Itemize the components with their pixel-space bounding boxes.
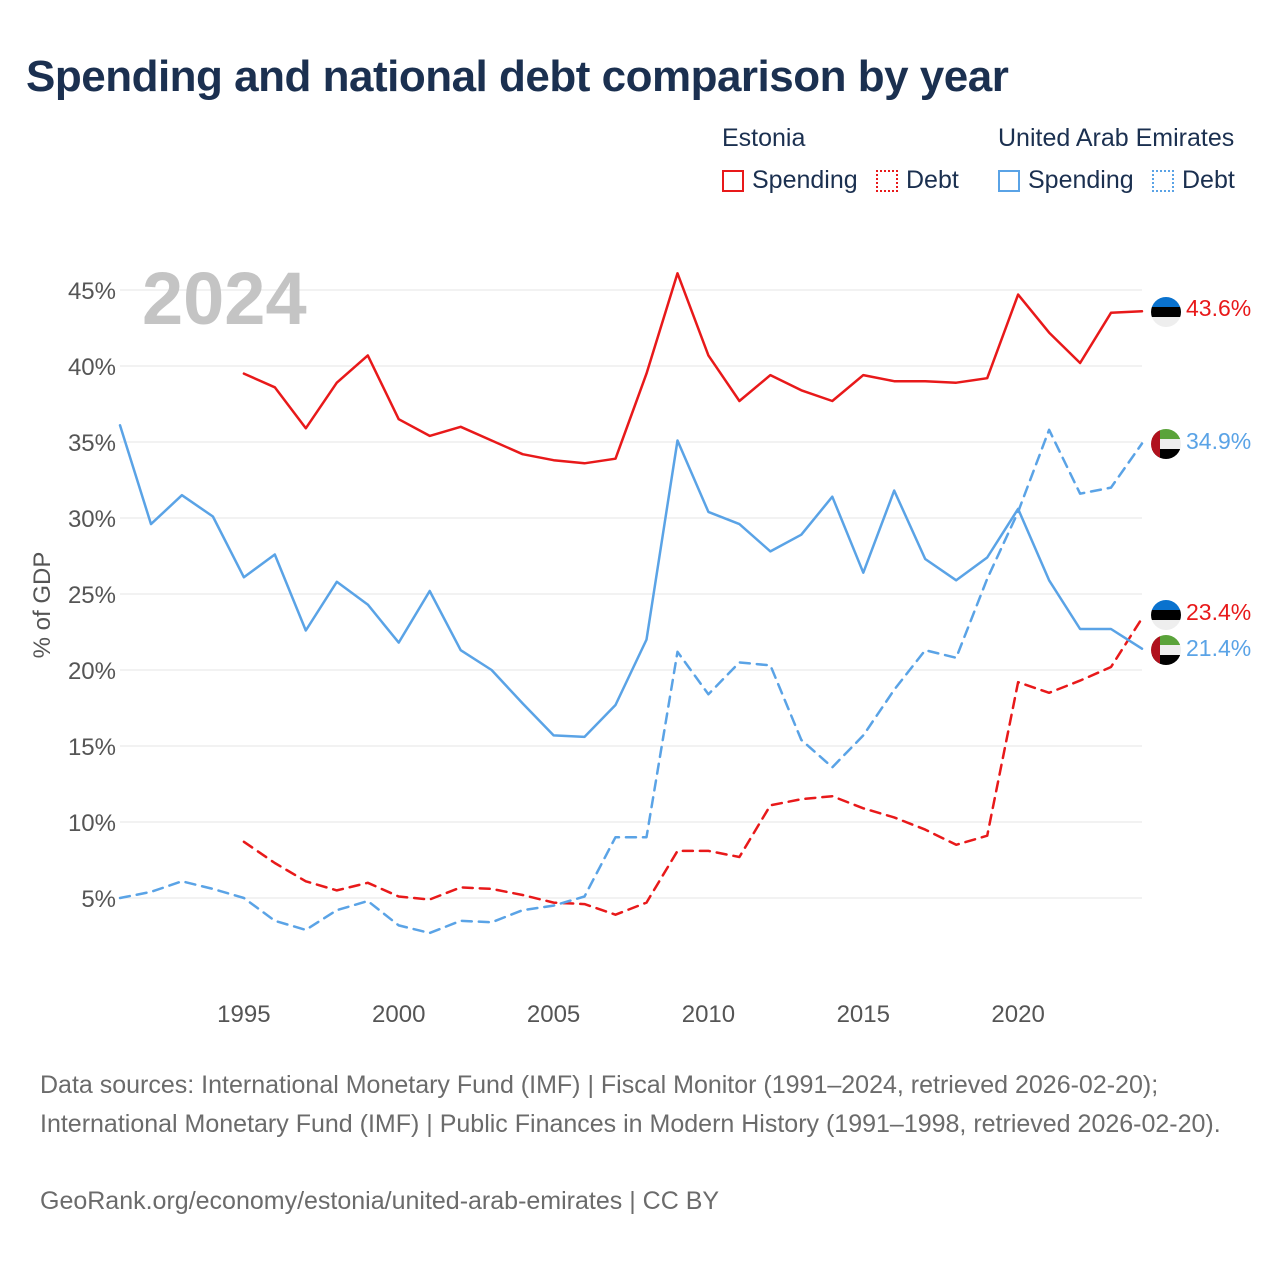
year-label: 2024 [142, 257, 307, 340]
end-label-estonia-debt: 23.4% [1186, 599, 1251, 625]
legend-item-estonia-debt[interactable]: Debt [876, 166, 959, 195]
legend-label: Spending [752, 166, 858, 194]
y-tick-label: 5% [81, 886, 116, 913]
chart-title: Spending and national debt comparison by… [26, 52, 1009, 101]
x-tick-label: 2000 [372, 1001, 425, 1028]
y-tick-label: 45% [68, 278, 116, 305]
uae-flag-icon [1151, 635, 1181, 665]
end-label-estonia-spending: 43.6% [1186, 295, 1251, 321]
y-tick-label: 30% [68, 506, 116, 533]
x-tick-label: 2020 [991, 1001, 1044, 1028]
series-lines [118, 272, 1144, 935]
y-tick-label: 20% [68, 658, 116, 685]
estonia-flag-icon [1151, 600, 1181, 630]
legend-country-estonia: Estonia [722, 124, 806, 152]
x-tick-label: 2010 [682, 1001, 735, 1028]
legend-swatch-solid [998, 169, 1020, 192]
y-tick-label: 10% [68, 810, 116, 837]
legend-item-estonia-spending[interactable]: Spending [722, 166, 858, 195]
series-line-united-arab-emirates-spending [118, 424, 1144, 739]
legend-swatch-dashed [876, 169, 898, 192]
y-tick-label: 35% [68, 430, 116, 457]
credit-line[interactable]: GeoRank.org/economy/estonia/united-arab-… [40, 1187, 720, 1215]
x-tick-label: 2005 [527, 1001, 580, 1028]
legend-label: Debt [906, 166, 959, 194]
y-axis-label: % of GDP [29, 552, 56, 659]
end-label-uae-spending: 21.4% [1186, 635, 1251, 661]
legend-swatch-solid [722, 169, 744, 192]
series-line-estonia-debt [242, 617, 1144, 916]
legend-item-uae-spending[interactable]: Spending [998, 166, 1134, 195]
x-tick-label: 2015 [837, 1001, 890, 1028]
legend-item-uae-debt[interactable]: Debt [1152, 166, 1235, 195]
legend-label: Debt [1182, 166, 1235, 194]
end-label-uae-debt: 34.9% [1186, 428, 1251, 454]
gridlines [120, 289, 1142, 899]
y-tick-label: 15% [68, 734, 116, 761]
legend-label: Spending [1028, 166, 1134, 194]
series-line-united-arab-emirates-debt [118, 428, 1144, 935]
estonia-flag-icon [1151, 297, 1181, 327]
y-axis: 5% 10% 15% 20% 25% 30% 35% 40% 45% [68, 278, 116, 913]
legend-country-uae: United Arab Emirates [998, 124, 1235, 152]
y-tick-label: 25% [68, 582, 116, 609]
series-line-estonia-spending [242, 272, 1144, 465]
y-tick-label: 40% [68, 354, 116, 381]
data-sources: Data sources: International Monetary Fun… [40, 1071, 1221, 1138]
x-axis: 1995 2000 2005 2010 2015 2020 [217, 1001, 1045, 1028]
line-chart: 5% 10% 15% 20% 25% 30% 35% 40% 45% 1995 2000 2005 2… [29, 257, 1251, 1028]
legend-swatch-dashed [1152, 169, 1174, 192]
uae-flag-icon [1151, 429, 1181, 459]
x-tick-label: 1995 [217, 1001, 270, 1028]
